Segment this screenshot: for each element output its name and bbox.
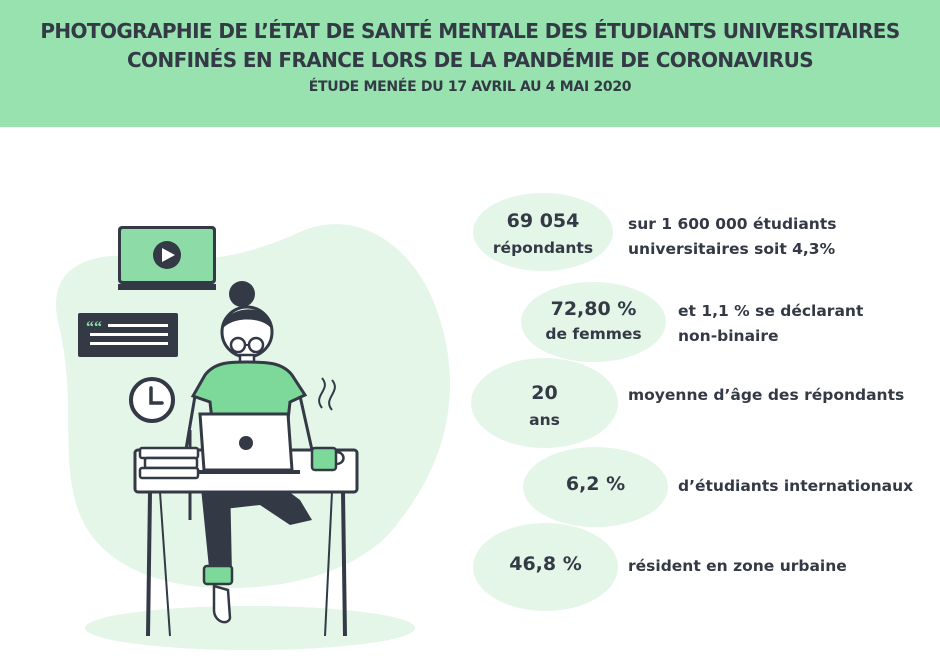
student-figure [190, 281, 312, 624]
books-icon [138, 446, 200, 480]
stat-description-line-2: universitaires soit 4,3% [628, 240, 836, 258]
stat-description-line-1: moyenne d’âge des répondants [628, 386, 905, 404]
title-line-1: PHOTOGRAPHIE DE L’ÉTAT DE SANTÉ MENTALE … [40, 19, 900, 43]
floor-shadow [85, 606, 415, 650]
stat-description-line-1: d’étudiants internationaux [678, 477, 914, 495]
coffee-mug-icon [310, 377, 345, 472]
stat-unit: répondants [492, 239, 594, 257]
study-period-subtitle: ÉTUDE MENÉE DU 17 AVRIL AU 4 MAI 2020 [308, 79, 632, 95]
stat-bubble [473, 193, 613, 271]
stat-value: 72,80 % [550, 298, 637, 320]
title-line-2: CONFINÉS EN FRANCE LORS DE LA PANDÉMIE D… [126, 48, 814, 72]
stat-description-line-1: et 1,1 % se déclarant [678, 302, 864, 320]
stat-value: 69 054 [506, 210, 580, 232]
stat-description-line-2: non-binaire [678, 327, 779, 345]
laptop-icon [196, 412, 300, 474]
stat-unit: de femmes [545, 325, 642, 343]
stat-bubble [471, 358, 618, 448]
stat-value: 20 [531, 382, 558, 404]
stat-bubble [523, 447, 668, 527]
svg-text:“: “ [86, 319, 94, 336]
svg-text:“: “ [94, 319, 102, 336]
stat-unit: ans [529, 411, 560, 429]
video-play-icon [118, 226, 216, 290]
student-illustration: “ “ [56, 224, 451, 650]
stat-bubble [521, 282, 666, 362]
stat-value: 46,8 % [509, 553, 582, 575]
quote-message-icon: “ “ [78, 313, 178, 357]
header-banner: PHOTOGRAPHIE DE L’ÉTAT DE SANTÉ MENTALE … [0, 0, 940, 127]
stat-description-line-1: sur 1 600 000 étudiants [628, 215, 837, 233]
clock-icon [129, 377, 175, 423]
stat-description-line-1: résident en zone urbaine [628, 557, 847, 575]
stat-value: 6,2 % [565, 473, 626, 495]
stat-bubble [473, 523, 618, 611]
